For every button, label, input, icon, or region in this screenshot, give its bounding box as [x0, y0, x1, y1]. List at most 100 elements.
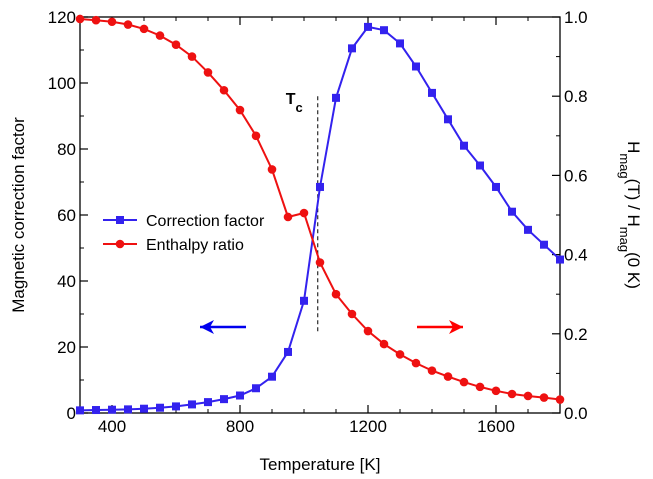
- data-point: [507, 389, 517, 399]
- data-point: [363, 326, 373, 336]
- arrow-head: [200, 320, 214, 334]
- data-point: [124, 405, 132, 414]
- data-point: [299, 208, 309, 218]
- data-point: [92, 406, 100, 415]
- data-point: [172, 402, 180, 411]
- data-point: [268, 372, 276, 381]
- series-layer: [75, 14, 565, 415]
- data-point: [459, 377, 469, 387]
- data-point: [188, 400, 196, 409]
- data-point: [475, 382, 485, 392]
- data-point: [332, 93, 340, 102]
- data-point: [251, 131, 261, 141]
- data-point: [267, 165, 277, 174]
- x-tick-label: 1600: [477, 417, 515, 436]
- y-right-title-sub: mag: [618, 153, 633, 178]
- y-left-tick-label: 20: [57, 338, 76, 357]
- data-point: [76, 406, 84, 415]
- data-point: [428, 88, 436, 97]
- data-point: [236, 391, 244, 400]
- y-right-title-part: (0 K): [624, 252, 643, 289]
- legend-marker-square: [116, 216, 124, 224]
- data-point: [476, 161, 484, 170]
- data-point: [348, 44, 356, 53]
- data-point: [540, 240, 548, 249]
- y-right-title-sub: mag: [618, 227, 633, 252]
- data-point: [411, 358, 421, 368]
- y-left-tick-label: 40: [57, 272, 76, 291]
- y-left-tick-label: 120: [48, 8, 76, 27]
- y-right-tick-label: 0.2: [564, 325, 588, 344]
- data-point: [347, 309, 357, 319]
- y-left-tick-label: 80: [57, 140, 76, 159]
- data-point: [156, 403, 164, 412]
- data-point: [219, 85, 229, 95]
- data-point: [108, 405, 116, 414]
- x-tick-label: 1200: [349, 417, 387, 436]
- y-right-tick-label: 0.4: [564, 246, 588, 265]
- y-axis-right: 0.0 0.2 0.4 0.6 0.8 1.0: [552, 8, 588, 423]
- data-point: [412, 62, 420, 71]
- x-axis: 400 800 1200 1600: [79, 17, 561, 436]
- data-point: [443, 372, 453, 381]
- data-point: [284, 347, 292, 356]
- data-point: [444, 115, 452, 124]
- data-point: [491, 386, 501, 396]
- data-point: [283, 212, 293, 222]
- data-point: [364, 22, 372, 31]
- data-point: [204, 398, 212, 407]
- y-right-title-part: (T) / H: [624, 179, 643, 227]
- data-point: [555, 395, 565, 404]
- data-point: [316, 182, 324, 191]
- data-point: [396, 39, 404, 48]
- data-point: [139, 24, 149, 34]
- data-point: [235, 105, 245, 115]
- data-point: [300, 296, 308, 305]
- tc-label: Tc: [286, 91, 303, 115]
- data-point: [75, 14, 85, 24]
- data-point: [460, 141, 468, 150]
- data-point: [523, 391, 533, 401]
- data-point: [252, 384, 260, 393]
- data-point: [379, 339, 389, 349]
- data-point: [524, 225, 532, 234]
- data-point: [203, 68, 213, 77]
- data-point: [427, 366, 437, 375]
- tc-annotation: Tc: [286, 91, 319, 334]
- y-right-tick-label: 0.8: [564, 87, 588, 106]
- legend: Correction factor Enthalpy ratio: [103, 213, 265, 254]
- y-axis-left: 0 20 40 60 80 100 120: [48, 8, 88, 423]
- data-point: [187, 52, 197, 61]
- data-point: [331, 289, 341, 299]
- data-point: [140, 404, 148, 413]
- arrow-left-icon: [200, 320, 246, 334]
- data-point: [556, 255, 564, 264]
- series-line: [79, 18, 561, 401]
- y-left-tick-label: 100: [48, 74, 76, 93]
- data-point: [492, 182, 500, 191]
- data-point: [123, 20, 133, 29]
- y-right-tick-label: 1.0: [564, 8, 588, 27]
- data-point: [107, 17, 117, 27]
- data-point: [508, 207, 516, 216]
- y-axis-left-title: Magnetic correction factor: [9, 117, 28, 313]
- legend-label-enthalpy-ratio: Enthalpy ratio: [146, 237, 244, 254]
- y-right-tick-label: 0.0: [564, 404, 588, 423]
- y-axis-right-title: Hmag(T) / Hmag(0 K): [618, 141, 644, 289]
- tc-label-main: T: [286, 91, 296, 108]
- legend-label-correction-factor: Correction factor: [146, 213, 265, 230]
- tc-label-sub: c: [296, 100, 303, 115]
- x-tick-label: 400: [98, 417, 126, 436]
- data-point: [220, 395, 228, 404]
- data-point: [315, 258, 325, 267]
- arrow-head: [449, 320, 463, 334]
- data-point: [155, 31, 165, 40]
- y-right-tick-label: 0.6: [564, 166, 588, 185]
- data-point: [539, 393, 549, 402]
- x-tick-label: 800: [226, 417, 254, 436]
- y-left-tick-label: 60: [57, 206, 76, 225]
- data-point: [91, 15, 101, 25]
- data-point: [171, 40, 181, 50]
- data-point: [395, 350, 405, 359]
